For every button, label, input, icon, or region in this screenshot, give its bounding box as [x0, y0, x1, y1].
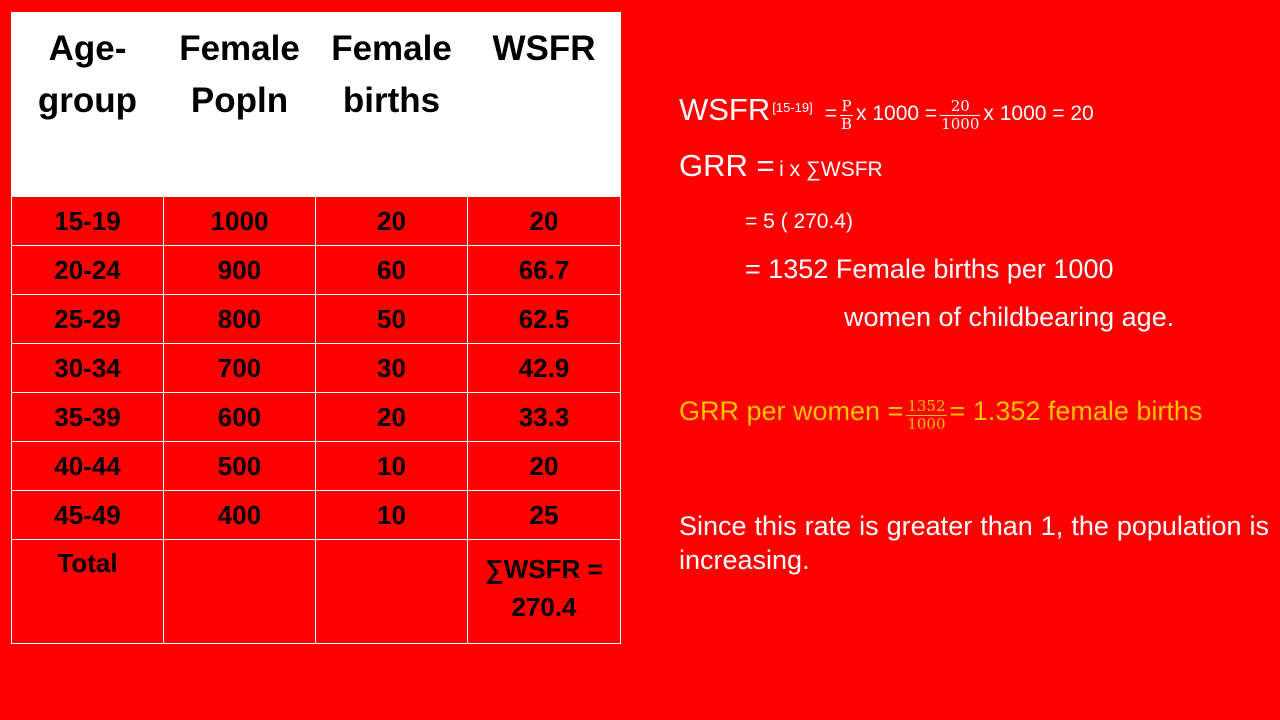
cell-births: 20 — [315, 196, 468, 246]
table-row: 30-34 700 30 42.9 — [11, 343, 621, 393]
header-age-group: Age-group — [11, 12, 164, 197]
cell-births: 20 — [315, 392, 468, 442]
table-row: 15-19 1000 20 20 — [11, 196, 621, 246]
cell-popln: 600 — [163, 392, 316, 442]
grr-step-1: = 5 ( 270.4) — [745, 210, 853, 233]
conclusion-text: Since this rate is greater than 1, the p… — [679, 511, 1269, 575]
grr-formula: GRR = i x ∑WSFR — [679, 148, 883, 183]
cell-age: 25-29 — [11, 294, 164, 344]
table-row: 25-29 800 50 62.5 — [11, 294, 621, 344]
cell-wsfr: 33.3 — [467, 392, 621, 442]
cell-popln: 400 — [163, 490, 316, 540]
fraction-1352-over-1000: 1352 1000 — [906, 397, 947, 434]
table-row: 40-44 500 10 20 — [11, 441, 621, 491]
cell-age: 20-24 — [11, 245, 164, 295]
cell-age: 35-39 — [11, 392, 164, 442]
header-female-births: Female births — [315, 12, 468, 197]
cell-popln: 900 — [163, 245, 316, 295]
wsfr-table: Age-group Female Popln Female births WSFR … — [11, 12, 621, 644]
cell-wsfr: 20 — [467, 441, 621, 491]
total-empty-cell — [315, 539, 468, 644]
cell-births: 10 — [315, 490, 468, 540]
table-header-row: Age-group Female Popln Female births WSFR — [11, 12, 621, 197]
cell-wsfr: 66.7 — [467, 245, 621, 295]
cell-wsfr: 20 — [467, 196, 621, 246]
cell-age: 40-44 — [11, 441, 164, 491]
cell-wsfr: 25 — [467, 490, 621, 540]
cell-births: 60 — [315, 245, 468, 295]
cell-age: 30-34 — [11, 343, 164, 393]
cell-popln: 1000 — [163, 196, 316, 246]
total-empty-cell — [163, 539, 316, 644]
total-wsfr-sum: ∑WSFR = 270.4 — [467, 539, 621, 644]
cell-popln: 800 — [163, 294, 316, 344]
cell-wsfr: 62.5 — [467, 294, 621, 344]
grr-step-2: = 1352 Female births per 1000 — [745, 254, 1114, 284]
total-row: Total ∑WSFR = 270.4 — [11, 539, 621, 644]
table-row: 45-49 400 10 25 — [11, 490, 621, 540]
cell-age: 15-19 — [11, 196, 164, 246]
header-female-popln: Female Popln — [163, 12, 316, 197]
total-label: Total — [11, 539, 164, 644]
header-wsfr: WSFR — [467, 12, 621, 197]
cell-births: 10 — [315, 441, 468, 491]
cell-births: 50 — [315, 294, 468, 344]
cell-births: 30 — [315, 343, 468, 393]
table-row: 20-24 900 60 66.7 — [11, 245, 621, 295]
table-row: 35-39 600 20 33.3 — [11, 392, 621, 442]
cell-wsfr: 42.9 — [467, 343, 621, 393]
cell-popln: 500 — [163, 441, 316, 491]
grr-step-3: women of childbearing age. — [844, 302, 1175, 332]
cell-age: 45-49 — [11, 490, 164, 540]
cell-popln: 700 — [163, 343, 316, 393]
fraction-20-over-1000: 20 1000 — [940, 97, 981, 134]
grr-per-women: GRR per women = 1352 1000 = 1.352 female bi… — [679, 396, 1203, 434]
